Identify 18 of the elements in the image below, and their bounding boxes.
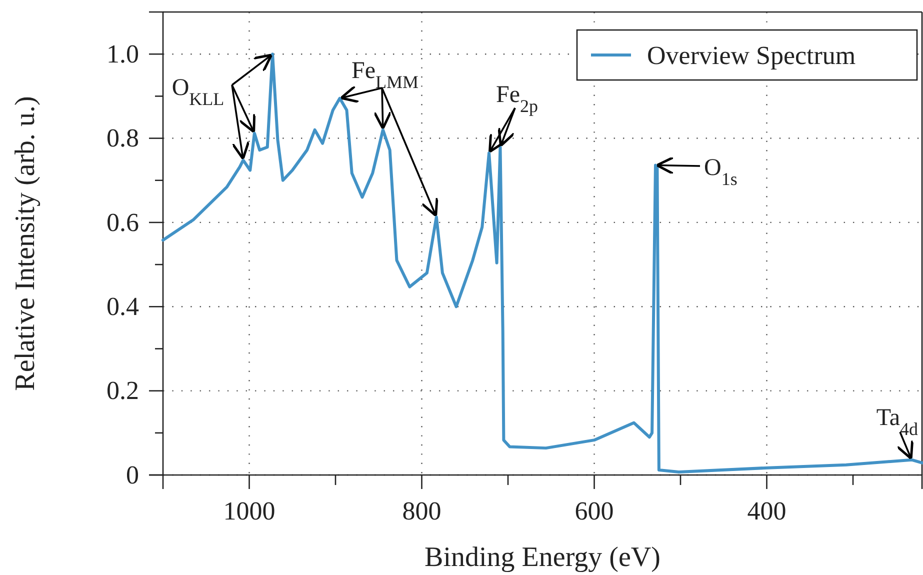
legend-label: Overview Spectrum	[647, 41, 856, 70]
y-tick-label: 0.4	[106, 292, 139, 321]
y-axis-title: Relative Intensity (arb. u.)	[10, 96, 41, 391]
y-tick-label: 0	[126, 460, 139, 490]
annotation: O$_{KLL}$	[172, 75, 224, 109]
y-tick-label: 1.0	[106, 39, 139, 68]
y-tick-label: 0.2	[106, 376, 139, 406]
y-tick-label: 0.8	[106, 124, 139, 153]
x-tick-label: 1000	[223, 496, 276, 526]
annotation: O$_{1s}$	[704, 155, 738, 189]
annotation: Fe$_{2p}$	[496, 82, 538, 116]
annotation: Fe$_{LMM}$	[351, 58, 419, 92]
x-tick-label: 400	[747, 496, 786, 526]
y-tick-label: 0.6	[106, 208, 139, 237]
x-axis-title: Binding Energy (eV)	[424, 542, 660, 573]
annotation: Ta$_{4d}$	[876, 405, 918, 439]
x-tick-label: 800	[402, 496, 442, 526]
x-tick-label: 600	[574, 496, 614, 526]
